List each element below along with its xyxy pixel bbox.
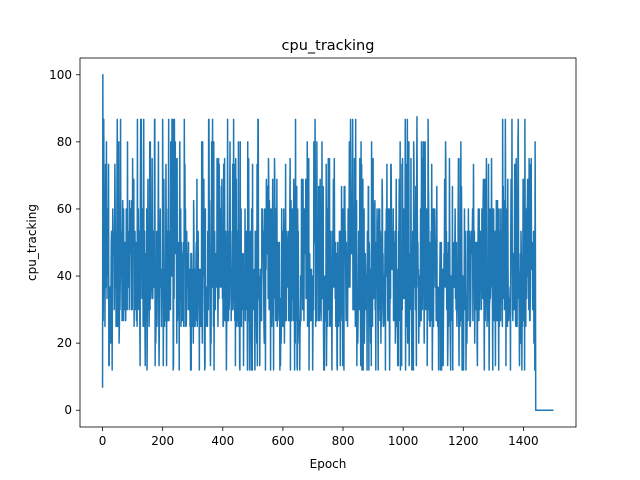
x-axis-title: Epoch bbox=[310, 457, 347, 471]
x-tick-label: 400 bbox=[211, 434, 234, 448]
series-group bbox=[101, 74, 554, 411]
x-tick-label: 1200 bbox=[448, 434, 479, 448]
y-tick-label: 0 bbox=[64, 403, 72, 417]
x-tick-label: 1400 bbox=[508, 434, 539, 448]
y-tick-label: 20 bbox=[57, 336, 72, 350]
y-tick-label: 60 bbox=[57, 202, 72, 216]
x-axis: 0 200 400 600 800 1000 1200 1400 bbox=[99, 427, 539, 448]
x-tick-label: 800 bbox=[332, 434, 355, 448]
y-axis-title: cpu_tracking bbox=[25, 204, 39, 281]
y-axis: 0 20 40 60 80 100 bbox=[49, 68, 80, 417]
series-line-cpu-tracking bbox=[101, 74, 554, 411]
y-tick-label: 40 bbox=[57, 269, 72, 283]
x-tick-label: 1000 bbox=[388, 434, 419, 448]
x-tick-label: 600 bbox=[271, 434, 294, 448]
x-tick-label: 0 bbox=[99, 434, 107, 448]
y-tick-label: 100 bbox=[49, 68, 72, 82]
chart-title: cpu_tracking bbox=[282, 38, 375, 54]
plot-frame bbox=[79, 57, 577, 428]
y-tick-label: 80 bbox=[57, 135, 72, 149]
x-tick-label: 200 bbox=[151, 434, 174, 448]
